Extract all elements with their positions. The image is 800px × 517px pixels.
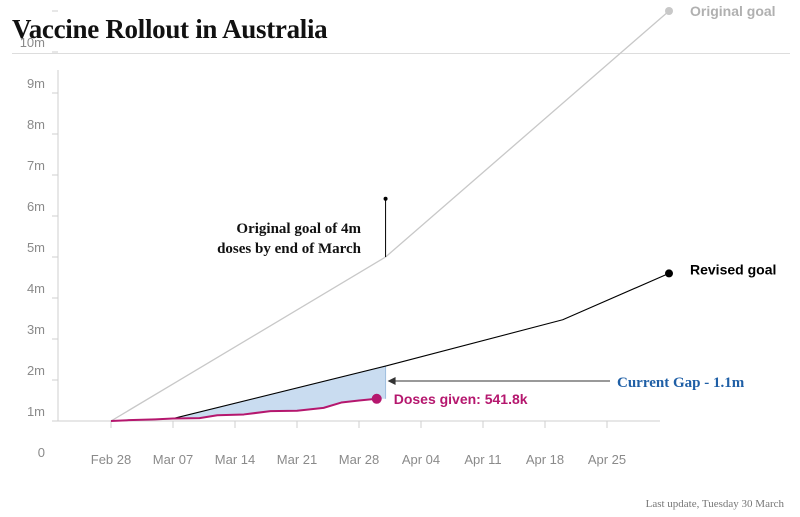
y-tick-label: 6m (27, 199, 45, 214)
y-tick-label: 10m (20, 35, 45, 50)
original-goal-label: Original goal (690, 3, 776, 19)
title-divider (12, 53, 790, 54)
y-tick-label: 0 (38, 445, 45, 460)
x-tick-label: Apr 25 (588, 452, 626, 467)
y-tick-label: 3m (27, 322, 45, 337)
annotation-line-2: doses by end of March (217, 241, 362, 257)
last-update-note: Last update, Tuesday 30 March (645, 498, 784, 510)
doses-given-label: Doses given: 541.8k (394, 391, 528, 407)
revised-goal-endpoint (665, 269, 673, 278)
chart-title: Vaccine Rollout in Australia (12, 14, 328, 44)
x-tick-label: Feb 28 (91, 452, 131, 467)
annotation-dot (383, 196, 388, 201)
annotation-line-1: Original goal of 4m (236, 221, 361, 237)
y-tick-label: 8m (27, 117, 45, 132)
x-tick-label: Mar 28 (339, 452, 379, 467)
y-tick-label: 5m (27, 240, 45, 255)
x-tick-label: Apr 04 (402, 452, 440, 467)
original-goal-line (110, 10, 670, 422)
current-gap-label: Current Gap - 1.1m (617, 375, 745, 391)
series-group (110, 10, 670, 422)
revised-goal-line (110, 272, 670, 422)
x-tick-label: Mar 07 (153, 452, 193, 467)
axes-group: 0 1m 2m 3m 4m 5m 6m 7m 8m 9m 10m Feb 28 Mar 07 Mar 14… (20, 10, 660, 467)
annotations-group: Original goal Revised goal Doses given: 54… (217, 3, 776, 407)
doses-given-endpoint (371, 393, 382, 404)
gap-arrowhead (387, 377, 396, 385)
x-tick-label: Mar 21 (277, 452, 317, 467)
x-tick-label: Apr 18 (526, 452, 564, 467)
y-tick-label: 9m (27, 76, 45, 91)
x-tick-label: Mar 14 (215, 452, 255, 467)
y-tick-label: 1m (27, 404, 45, 419)
doses-given-line (110, 397, 377, 422)
y-tick-label: 7m (27, 158, 45, 173)
y-tick-label: 2m (27, 363, 45, 378)
original-goal-endpoint (665, 7, 673, 15)
y-tick-label: 4m (27, 281, 45, 296)
x-tick-label: Apr 11 (464, 452, 501, 467)
revised-goal-label: Revised goal (690, 261, 776, 277)
